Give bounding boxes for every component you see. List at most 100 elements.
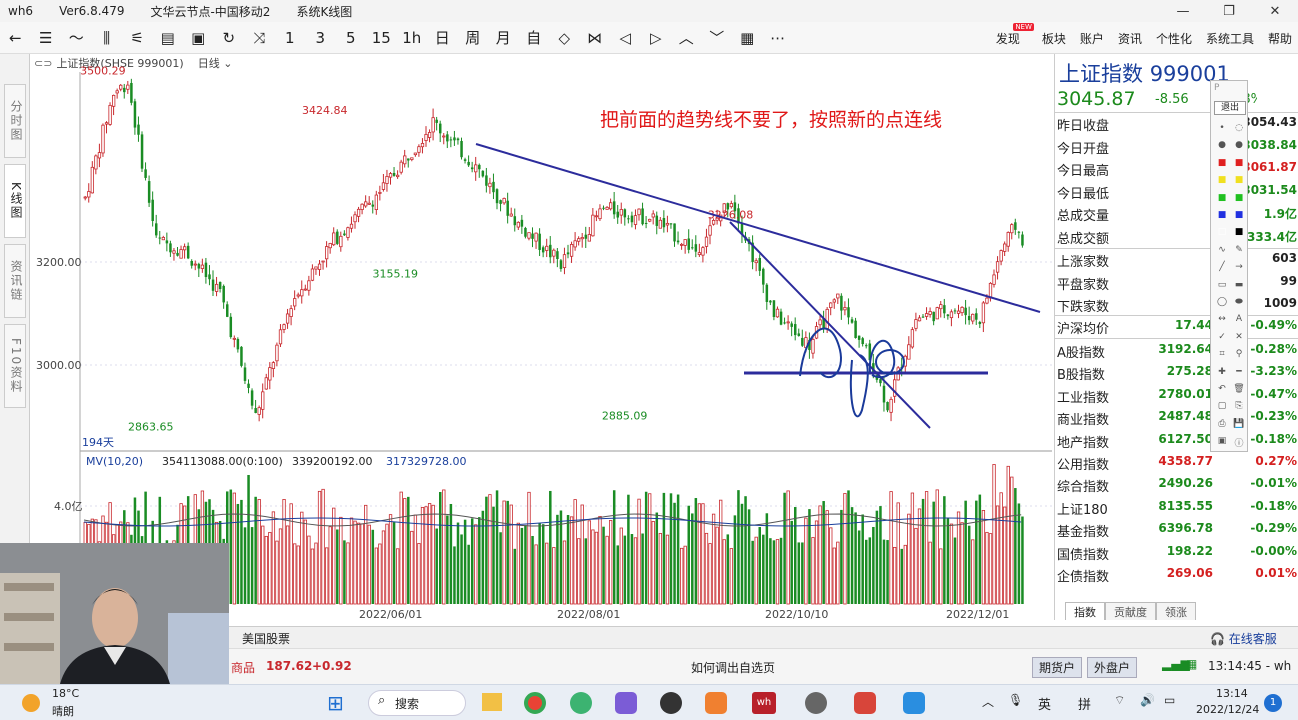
refresh-icon[interactable]: ↻ (222, 28, 236, 47)
index-row[interactable]: A股指数 3192.64 -0.28% (1055, 339, 1298, 361)
menu-discover[interactable]: 发现 NEW (995, 22, 1034, 46)
curve-tool-icon[interactable]: ∿ (1218, 244, 1226, 255)
filled-ellipse-tool-icon[interactable]: ⬬ (1235, 297, 1243, 307)
copy-icon[interactable]: ⎘ (1235, 401, 1243, 412)
measure-tool-icon[interactable]: ↔ (1218, 314, 1226, 325)
line-chart-icon[interactable]: 〜 (68, 29, 84, 47)
line-tool-icon[interactable]: ╱ (1219, 262, 1225, 273)
ellipse-tool-icon[interactable]: ◯ (1216, 297, 1228, 307)
shrink-icon[interactable]: ⋈ (587, 28, 603, 47)
wh6-taskbar-icon[interactable]: wh (752, 692, 776, 714)
zoom-tool-icon[interactable]: ⚲ (1235, 349, 1243, 360)
hint-link[interactable]: 如何调出自选页 (691, 661, 776, 675)
color-red-icon[interactable]: ■ (1234, 157, 1244, 168)
tab-kline[interactable]: K线图 (4, 164, 26, 238)
crop-tool-icon[interactable]: ⌗ (1219, 349, 1225, 360)
menu-sectors[interactable]: 板块 (1041, 31, 1066, 46)
index-row[interactable]: 企债指数 269.06 0.01% (1055, 563, 1298, 585)
arrow-tool-icon[interactable]: → (1235, 262, 1243, 273)
us-stocks-tab[interactable]: 美国股票 (242, 632, 291, 646)
cross-tool-icon[interactable]: ✕ (1235, 331, 1243, 342)
color-blue-icon[interactable]: ■ (1217, 210, 1227, 220)
tab-news-chain[interactable]: 资讯链 (4, 244, 26, 318)
taskbar-time[interactable]: 13:14 (1216, 687, 1248, 700)
trash-icon[interactable]: 🗑 (1233, 384, 1245, 394)
new-icon[interactable]: ▢ (1217, 401, 1227, 412)
index-row[interactable]: 工业指数 2780.01 -0.47% (1055, 384, 1298, 406)
period-custom-button[interactable]: 自 (526, 29, 542, 47)
period-15m-button[interactable]: 15 (371, 28, 391, 47)
color-green-icon[interactable]: ■ (1234, 192, 1244, 203)
image-icon[interactable]: ▣ (1217, 436, 1227, 447)
index-row[interactable]: 国债指数 198.22 -0.00% (1055, 541, 1298, 563)
volume-indicator-label[interactable]: MV(10,20) (86, 455, 143, 468)
color-yellow-icon[interactable]: ■ (1234, 175, 1244, 186)
layout-icon[interactable]: ▦ (740, 28, 755, 47)
left-icon[interactable]: ◁ (619, 28, 632, 47)
period-1h-button[interactable]: 1h (402, 28, 422, 47)
app-icon[interactable] (660, 692, 682, 714)
list-icon[interactable]: ☰ (39, 28, 53, 47)
folder-icon[interactable] (482, 693, 502, 711)
index-row[interactable]: 地产指数 6127.50 -0.18% (1055, 429, 1298, 451)
index-row[interactable]: 公用指数 4358.77 0.27% (1055, 451, 1298, 473)
ime-language[interactable]: 英 (1038, 698, 1052, 713)
undo-icon[interactable]: ↶ (1218, 384, 1226, 394)
maximize-button[interactable]: ❐ (1223, 3, 1235, 19)
rect-tool-icon[interactable]: ▭ (1217, 279, 1227, 290)
dot-tool-icon[interactable]: • (1219, 123, 1225, 133)
app-icon[interactable] (854, 692, 876, 714)
weather-desc[interactable]: 晴朗 (52, 705, 74, 718)
exit-drawing-button[interactable]: 退出 (1214, 101, 1246, 115)
period-3m-button[interactable]: 3 (315, 28, 326, 47)
weather-temp[interactable]: 18°C (52, 687, 80, 700)
app-icon[interactable] (705, 692, 727, 714)
up-icon[interactable]: ︿ (678, 29, 694, 47)
taskbar-search[interactable]: 搜索 (368, 690, 466, 716)
color-white-icon[interactable]: □ (1217, 227, 1227, 238)
minimize-button[interactable]: — (1176, 3, 1190, 19)
report-icon[interactable]: ▤ (160, 28, 175, 47)
save-icon[interactable]: ▣ (191, 28, 206, 47)
menu-system-tools[interactable]: 系统工具 (1205, 31, 1254, 46)
wifi-icon[interactable]: ⌔ (1114, 693, 1126, 707)
down-icon[interactable]: ﹀ (709, 29, 725, 47)
tab-f10[interactable]: F10资料 (4, 324, 26, 408)
trendline-long[interactable] (475, 143, 1041, 313)
app-icon[interactable] (570, 692, 592, 714)
windows-start-icon[interactable]: ⊞ (327, 691, 344, 715)
menu-help[interactable]: 帮助 (1267, 31, 1292, 46)
index-row[interactable]: 沪深均价 17.44 -0.49% (1055, 315, 1298, 337)
color-yellow-icon[interactable]: ■ (1217, 175, 1227, 186)
period-day-button[interactable]: 日 (434, 29, 450, 47)
menu-personalize[interactable]: 个性化 (1155, 31, 1192, 46)
tick-icon[interactable]: ⚟ (130, 28, 144, 47)
color-blue-icon[interactable]: ■ (1234, 210, 1244, 220)
app-icon[interactable] (805, 692, 827, 714)
online-service-button[interactable]: 🎧 在线客服 (1210, 632, 1277, 646)
back-icon[interactable]: ← (8, 28, 22, 47)
app-icon[interactable] (615, 692, 637, 714)
close-button[interactable]: ✕ (1269, 3, 1281, 19)
trendline-short[interactable] (729, 221, 931, 429)
tab-contribution[interactable]: 贡献度 (1105, 602, 1156, 620)
info-icon[interactable]: ⓘ (1234, 439, 1244, 450)
save-drawing-icon[interactable]: 💾 (1233, 418, 1245, 429)
index-row[interactable]: 基金指数 6396.78 -0.29% (1055, 518, 1298, 540)
ime-mode[interactable]: 拼 (1078, 698, 1092, 713)
index-row[interactable]: 综合指数 2490.26 -0.01% (1055, 473, 1298, 495)
check-tool-icon[interactable]: ✓ (1218, 331, 1226, 342)
index-row[interactable]: B股指数 275.28 -3.23% (1055, 361, 1298, 383)
chrome-icon[interactable] (524, 692, 546, 714)
brush-large-icon[interactable]: ● (1235, 140, 1243, 151)
color-black-icon[interactable]: ■ (1234, 227, 1244, 238)
period-5m-button[interactable]: 5 (345, 28, 356, 47)
taskbar-date[interactable]: 2022/12/24 (1196, 703, 1260, 716)
volume-icon[interactable]: 🔊 (1140, 693, 1155, 707)
tray-chevron-icon[interactable]: ︿ (982, 695, 995, 709)
menu-news[interactable]: 资讯 (1117, 31, 1142, 46)
minus-tool-icon[interactable]: ━ (1236, 366, 1242, 377)
brush-small-icon[interactable]: ● (1218, 140, 1226, 151)
pencil-tool-icon[interactable]: ✎ (1235, 244, 1243, 255)
more-icon[interactable]: ⋯ (770, 28, 786, 47)
